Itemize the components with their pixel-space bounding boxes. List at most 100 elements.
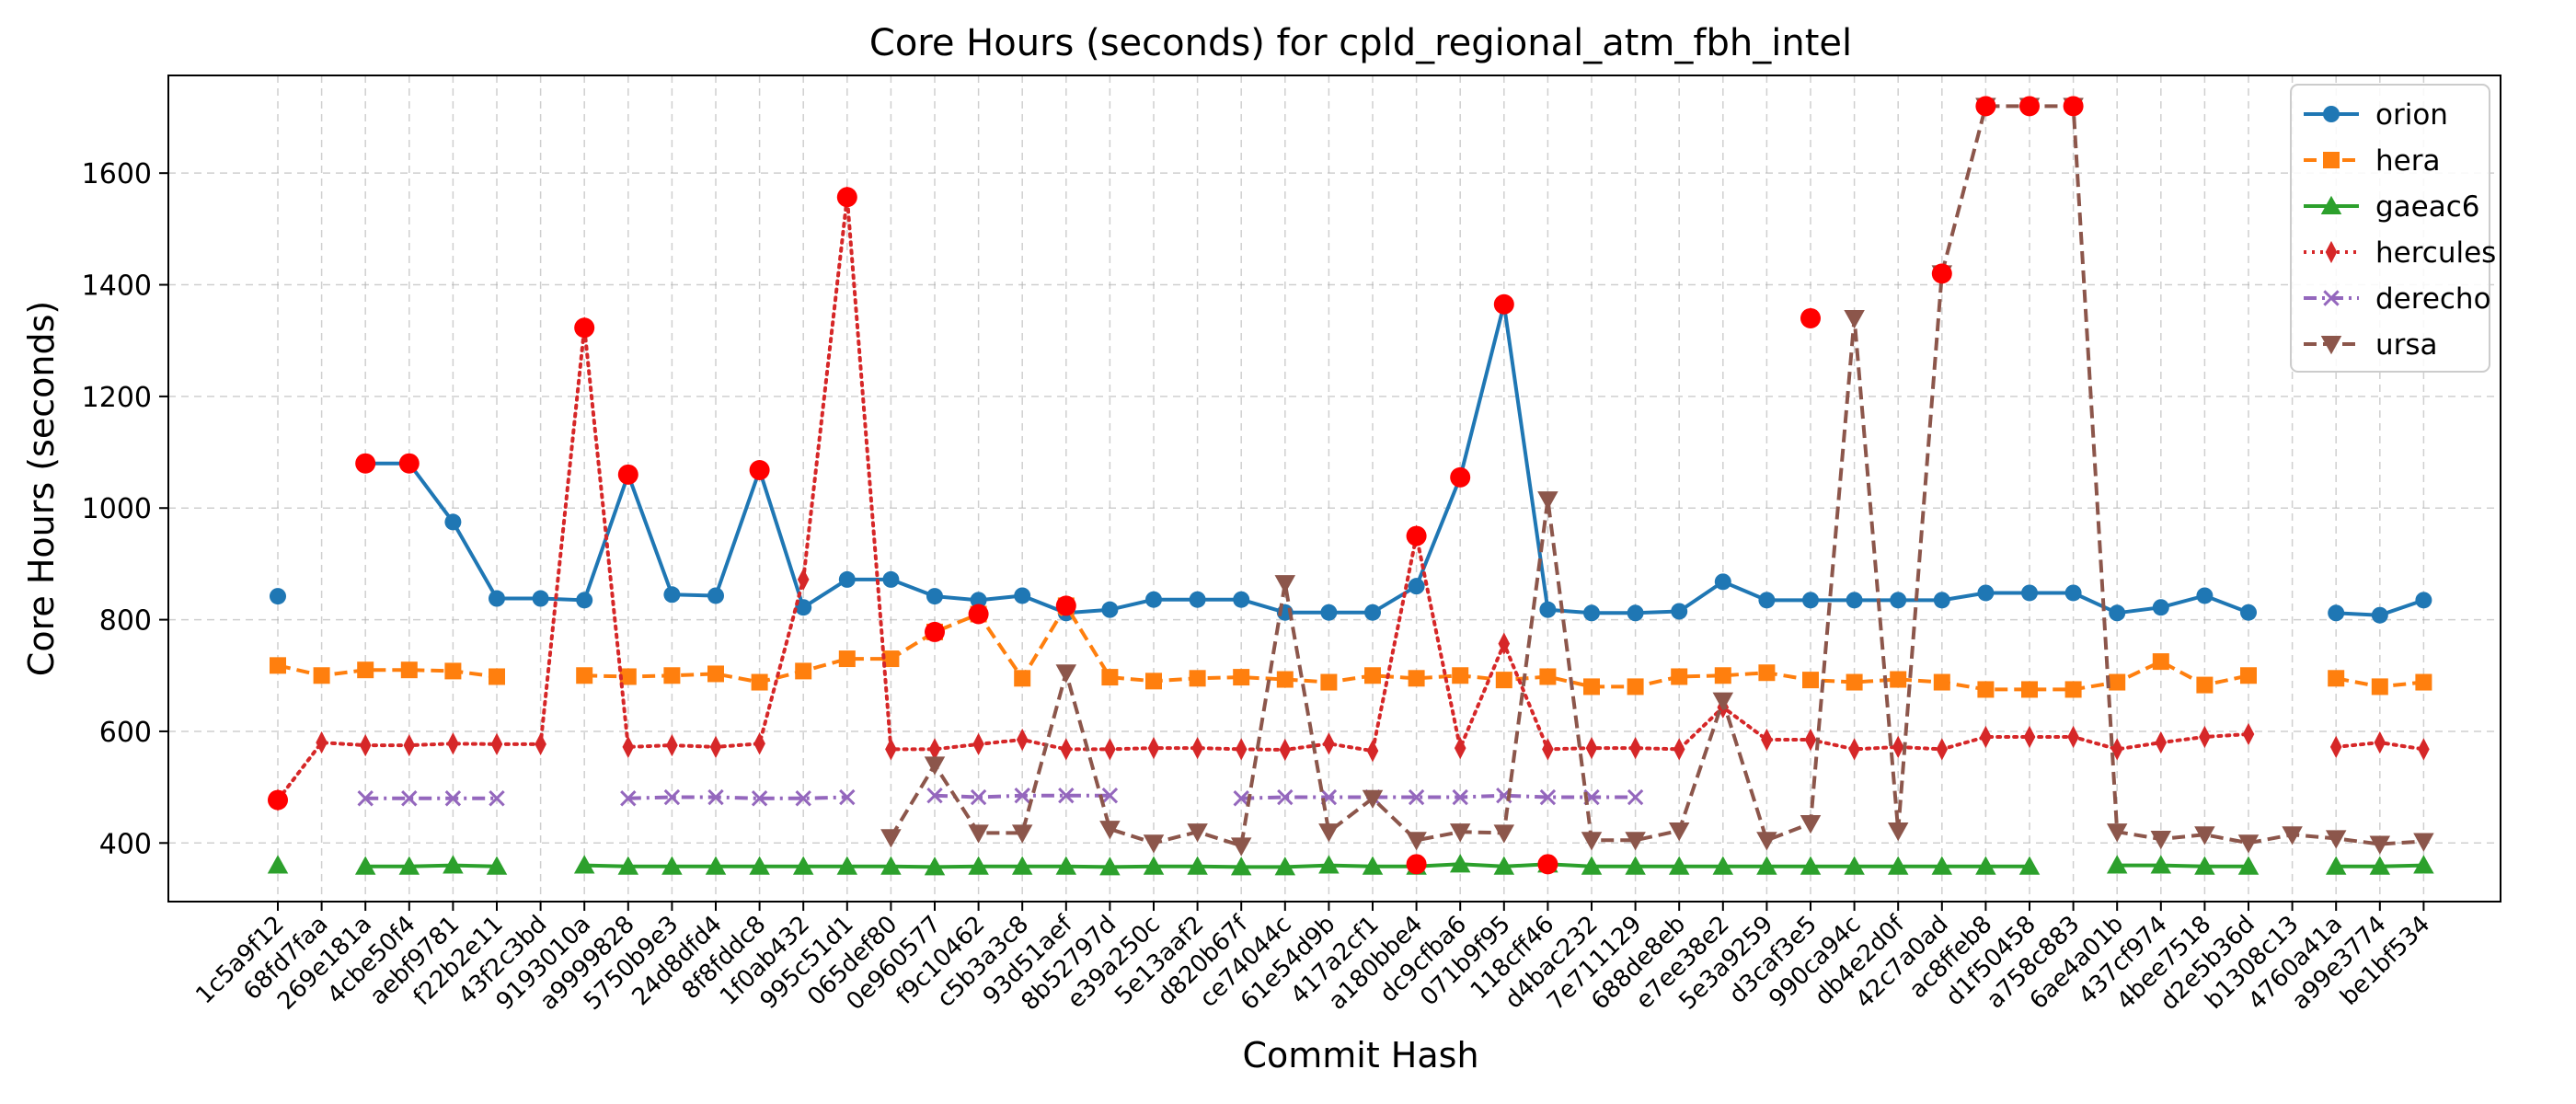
data-point-hercules: [622, 735, 635, 759]
highlight-point: [268, 789, 288, 811]
data-point-derecho: [1014, 788, 1030, 804]
data-point-gaeac6: [2018, 856, 2041, 875]
data-point-ursa: [2106, 823, 2128, 843]
data-point-hera: [2328, 670, 2345, 687]
data-point-ursa: [1362, 789, 1384, 809]
data-point-orion: [1408, 578, 1425, 595]
data-point-derecho: [926, 788, 943, 804]
data-point-orion: [1758, 592, 1776, 609]
data-point-hercules: [2023, 725, 2036, 749]
data-point-ursa: [2194, 826, 2215, 845]
data-point-orion: [1890, 592, 1907, 609]
data-point-hercules: [1585, 736, 1598, 760]
legend-label: hercules: [2375, 236, 2496, 270]
data-point-gaeac6: [2150, 855, 2172, 874]
series-line-gaeac6: [2117, 863, 2248, 868]
data-point-derecho: [795, 790, 811, 807]
data-point-orion: [1846, 592, 1863, 609]
data-point-gaeac6: [1274, 857, 1296, 876]
data-point-ursa: [1581, 832, 1603, 851]
highlight-point: [1406, 525, 1427, 546]
data-point-hercules: [2067, 725, 2079, 749]
data-point-derecho: [444, 790, 462, 807]
data-point-gaeac6: [1887, 856, 1909, 875]
data-point-hera: [2415, 673, 2432, 691]
data-point-hera: [1320, 673, 1338, 691]
data-point-hercules: [359, 733, 372, 757]
data-point-hercules: [1542, 738, 1554, 761]
data-point-hera: [1101, 669, 1119, 686]
data-point-hercules: [1761, 728, 1773, 752]
data-point-hercules: [2155, 730, 2168, 754]
data-point-hercules: [666, 733, 678, 757]
data-point-gaeac6: [1493, 856, 1515, 875]
data-point-derecho: [707, 788, 724, 806]
data-point-orion: [2196, 587, 2214, 604]
data-point-orion: [838, 570, 856, 588]
data-point-hera: [751, 673, 768, 691]
data-point-ursa: [2282, 826, 2303, 845]
data-point-gaeac6: [1625, 856, 1646, 875]
data-point-hera: [270, 657, 286, 674]
legend-item-derecho: derecho: [2304, 282, 2491, 316]
legend-marker: [2320, 195, 2342, 214]
highlight-point: [1493, 293, 1514, 315]
data-point-hercules: [885, 738, 897, 761]
data-point-orion: [2152, 599, 2169, 616]
data-point-ursa: [1625, 832, 1646, 851]
data-point-orion: [2064, 584, 2082, 602]
data-point-gaeac6: [1756, 856, 1777, 875]
y-tick-label: 1600: [82, 158, 152, 190]
data-point-hercules: [1104, 738, 1116, 761]
highlight-point: [1975, 96, 1996, 117]
data-point-hercules: [1366, 740, 1379, 763]
highlight-markers: [268, 96, 2084, 875]
y-axis: 400 600 800 1000 1200 1400 1600: [82, 158, 168, 860]
data-point-orion: [1933, 592, 1950, 609]
x-axis: 1c5a9f1268fd7faa269e181a4cbe50f4aebf9781…: [190, 902, 2435, 1016]
x-axis-label: Commit Hash: [1242, 1035, 1478, 1075]
data-point-gaeac6: [2194, 856, 2215, 875]
data-point-ursa: [1055, 664, 1077, 684]
data-point-hercules: [1848, 738, 1860, 761]
data-point-derecho: [1058, 788, 1075, 804]
data-point-hera: [1276, 671, 1294, 688]
highlight-point: [617, 464, 638, 485]
data-point-hera: [838, 650, 856, 668]
data-point-gaeac6: [924, 857, 946, 876]
highlight-point: [574, 317, 595, 339]
highlight-point: [398, 453, 420, 474]
data-point-gaeac6: [968, 856, 989, 875]
data-point-orion: [1627, 604, 1644, 622]
data-point-ursa: [1537, 491, 1558, 511]
data-point-gaeac6: [1449, 854, 1471, 873]
data-point-orion: [2328, 604, 2345, 622]
data-point-orion: [707, 587, 724, 604]
data-point-hercules: [1191, 736, 1203, 760]
plot-frame: [167, 75, 2501, 903]
data-point-orion: [1583, 604, 1600, 622]
data-point-hercules: [2110, 738, 2123, 761]
legend-item-hera: hera: [2304, 144, 2440, 178]
data-point-ursa: [968, 824, 989, 844]
data-point-derecho: [1233, 790, 1249, 807]
data-point-hera: [1890, 671, 1907, 688]
data-point-ursa: [2237, 834, 2260, 854]
data-point-hera: [2196, 676, 2214, 694]
data-point-gaeac6: [267, 855, 289, 874]
data-point-gaeac6: [705, 856, 727, 875]
data-point-hercules: [1147, 736, 1160, 760]
data-point-hercules: [1980, 725, 1992, 749]
data-point-hera: [400, 661, 418, 679]
data-point-hera: [1802, 672, 1819, 689]
series-line-ursa: [889, 104, 2424, 848]
legend-marker: [2323, 152, 2340, 168]
data-point-ursa: [1274, 575, 1296, 594]
data-point-gaeac6: [2106, 855, 2128, 874]
data-point-orion: [1364, 604, 1381, 621]
legend-marker: [2323, 290, 2340, 306]
data-point-hercules: [2242, 722, 2255, 746]
data-point-hera: [1145, 673, 1162, 690]
data-point-orion: [1714, 573, 1731, 591]
data-point-orion: [576, 592, 593, 609]
